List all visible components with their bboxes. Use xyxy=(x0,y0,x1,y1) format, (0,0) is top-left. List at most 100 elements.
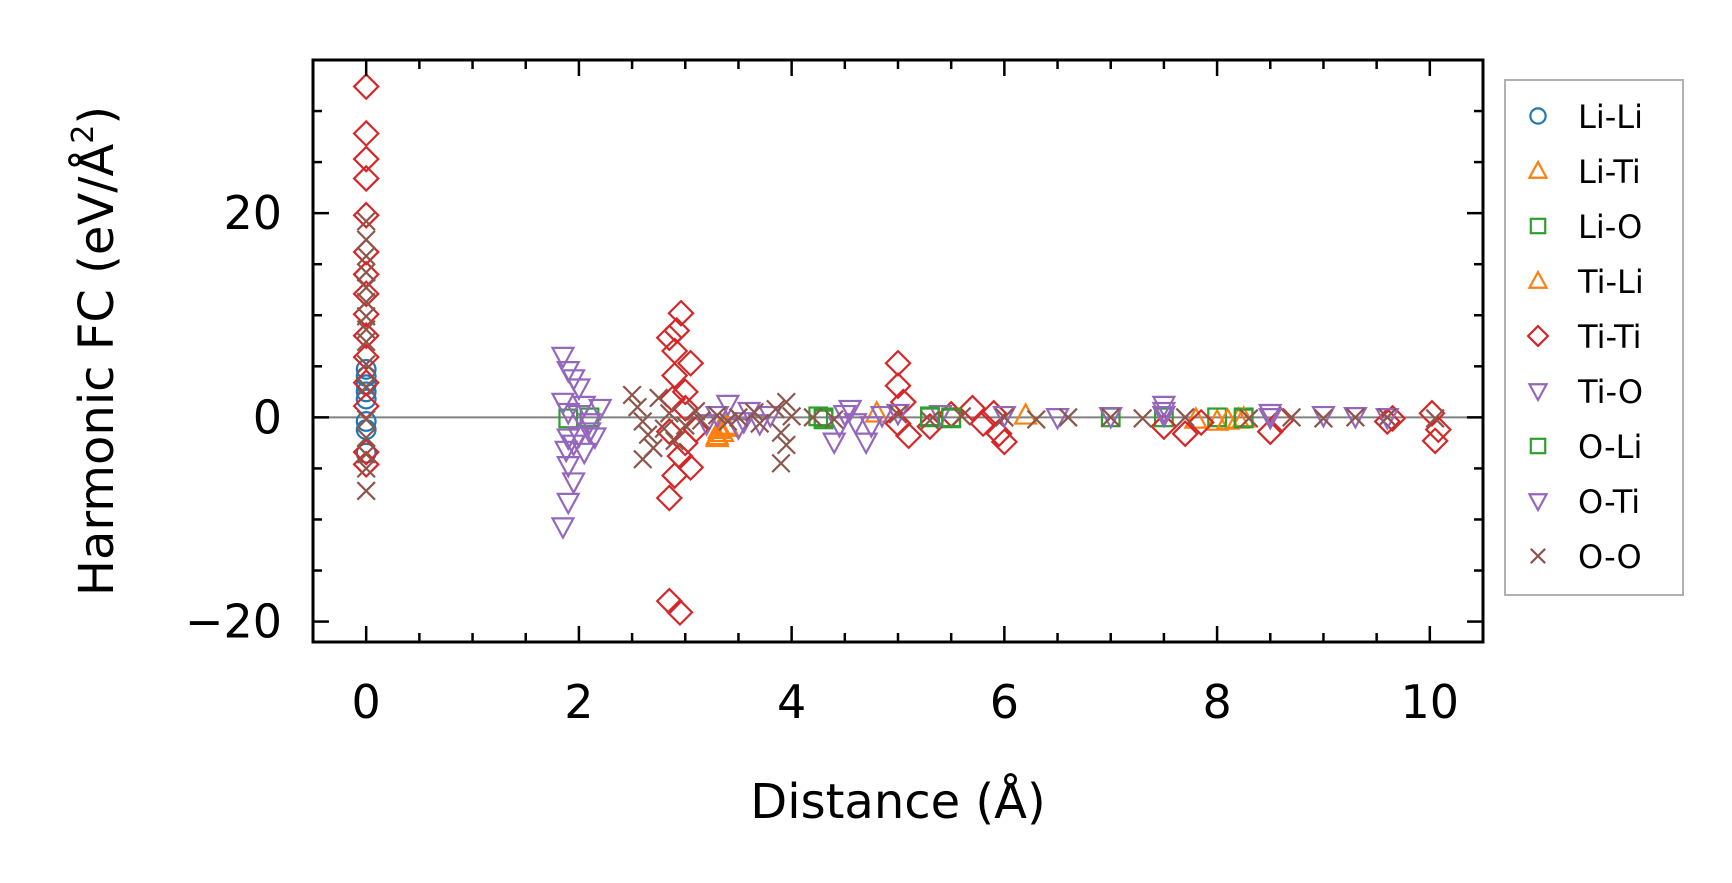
x-tick-label: 4 xyxy=(777,675,806,729)
legend-label: Li-Ti xyxy=(1578,153,1641,191)
data-point xyxy=(352,201,380,229)
data-point xyxy=(655,324,683,352)
data-point xyxy=(675,415,695,436)
data-point xyxy=(649,388,669,408)
data-point xyxy=(663,316,691,345)
legend-marker xyxy=(1529,437,1547,455)
legend-item: O-Ti xyxy=(1527,483,1640,521)
data-point xyxy=(676,453,705,482)
data-point xyxy=(352,164,380,193)
data-point xyxy=(665,431,685,451)
data-point xyxy=(824,409,844,429)
data-point xyxy=(990,428,1019,456)
legend-label: Ti-O xyxy=(1577,373,1643,411)
data-point xyxy=(654,419,674,439)
data-point xyxy=(1026,409,1046,429)
data-point xyxy=(1374,408,1400,431)
data-point xyxy=(1257,408,1283,431)
data-point xyxy=(747,414,773,437)
data-point xyxy=(1101,407,1121,427)
data-point xyxy=(1058,407,1078,427)
data-point xyxy=(744,402,764,422)
data-point xyxy=(726,418,751,441)
legend-marker xyxy=(1530,548,1546,564)
data-point xyxy=(1150,412,1178,441)
data-point xyxy=(356,354,376,374)
data-point xyxy=(655,484,683,512)
data-point xyxy=(1239,408,1259,428)
data-point xyxy=(1377,407,1397,427)
data-point xyxy=(894,422,923,450)
data-point xyxy=(676,349,705,377)
data-point xyxy=(666,598,694,627)
legend-item: Li-Li xyxy=(1529,98,1643,136)
data-point xyxy=(1151,401,1177,425)
data-point xyxy=(352,322,380,350)
axis-ticks-layer xyxy=(311,58,1485,642)
x-tick-label: 6 xyxy=(990,675,1019,729)
data-point xyxy=(356,230,376,250)
legend-item: Ti-Ti xyxy=(1526,318,1642,356)
data-point xyxy=(1343,406,1368,430)
data-point xyxy=(355,358,377,380)
data-point xyxy=(356,246,376,266)
data-point xyxy=(994,407,1014,427)
data-point xyxy=(667,299,695,327)
legend-label: Li-Li xyxy=(1578,98,1643,136)
data-point xyxy=(1151,405,1177,429)
data-point xyxy=(715,394,741,418)
data-points-layer xyxy=(352,72,1452,627)
data-point xyxy=(356,409,376,429)
data-point xyxy=(352,438,380,466)
data-point xyxy=(707,405,727,425)
legend-marker xyxy=(1526,324,1550,348)
x-tick-label: 0 xyxy=(352,675,381,729)
data-point xyxy=(352,145,380,173)
data-point xyxy=(1171,420,1199,448)
data-point xyxy=(1418,399,1446,427)
y-tick-label: −20 xyxy=(185,595,282,649)
legend-label: Li-O xyxy=(1578,208,1642,246)
data-point xyxy=(1187,408,1215,437)
legend-item: Li-Ti xyxy=(1527,153,1641,191)
data-point xyxy=(864,399,890,423)
data-point xyxy=(356,262,376,282)
data-point xyxy=(776,435,796,455)
data-point xyxy=(627,397,647,417)
data-point xyxy=(707,416,732,439)
data-point xyxy=(355,411,377,432)
data-point xyxy=(884,349,912,377)
data-point xyxy=(1313,408,1334,428)
data-point xyxy=(766,399,786,419)
data-point xyxy=(659,403,679,423)
data-point xyxy=(776,392,796,412)
data-point xyxy=(1045,408,1070,431)
legend-label: O-Ti xyxy=(1578,483,1640,521)
tick-labels-layer: 0 2 4 6 8 10 −20 0 20 xyxy=(185,186,1459,729)
legend-marker xyxy=(1527,159,1549,179)
data-point xyxy=(888,404,908,424)
legend-item: Ti-Li xyxy=(1527,263,1644,301)
x-axis-title: Distance (Å) xyxy=(750,773,1045,830)
legend-label: Ti-Ti xyxy=(1577,318,1642,356)
data-point xyxy=(555,492,581,516)
data-point xyxy=(1311,405,1336,429)
legend-label: O-Li xyxy=(1578,428,1642,466)
y-tick-label: 20 xyxy=(223,186,282,240)
data-point xyxy=(1281,407,1302,427)
y-axis-title-superscript: 2 xyxy=(66,125,101,144)
data-point xyxy=(622,385,642,405)
data-point xyxy=(1215,407,1241,430)
data-point xyxy=(782,406,802,426)
data-point xyxy=(843,413,868,436)
y-axis-title-main: Harmonic FC (eV/Å xyxy=(68,144,125,597)
data-point xyxy=(555,428,581,452)
legend-item: O-O xyxy=(1530,538,1642,576)
data-point xyxy=(633,449,653,469)
data-point xyxy=(355,388,377,410)
data-point xyxy=(633,411,653,432)
data-point xyxy=(356,481,376,501)
data-point xyxy=(356,458,376,478)
data-point xyxy=(859,416,884,439)
